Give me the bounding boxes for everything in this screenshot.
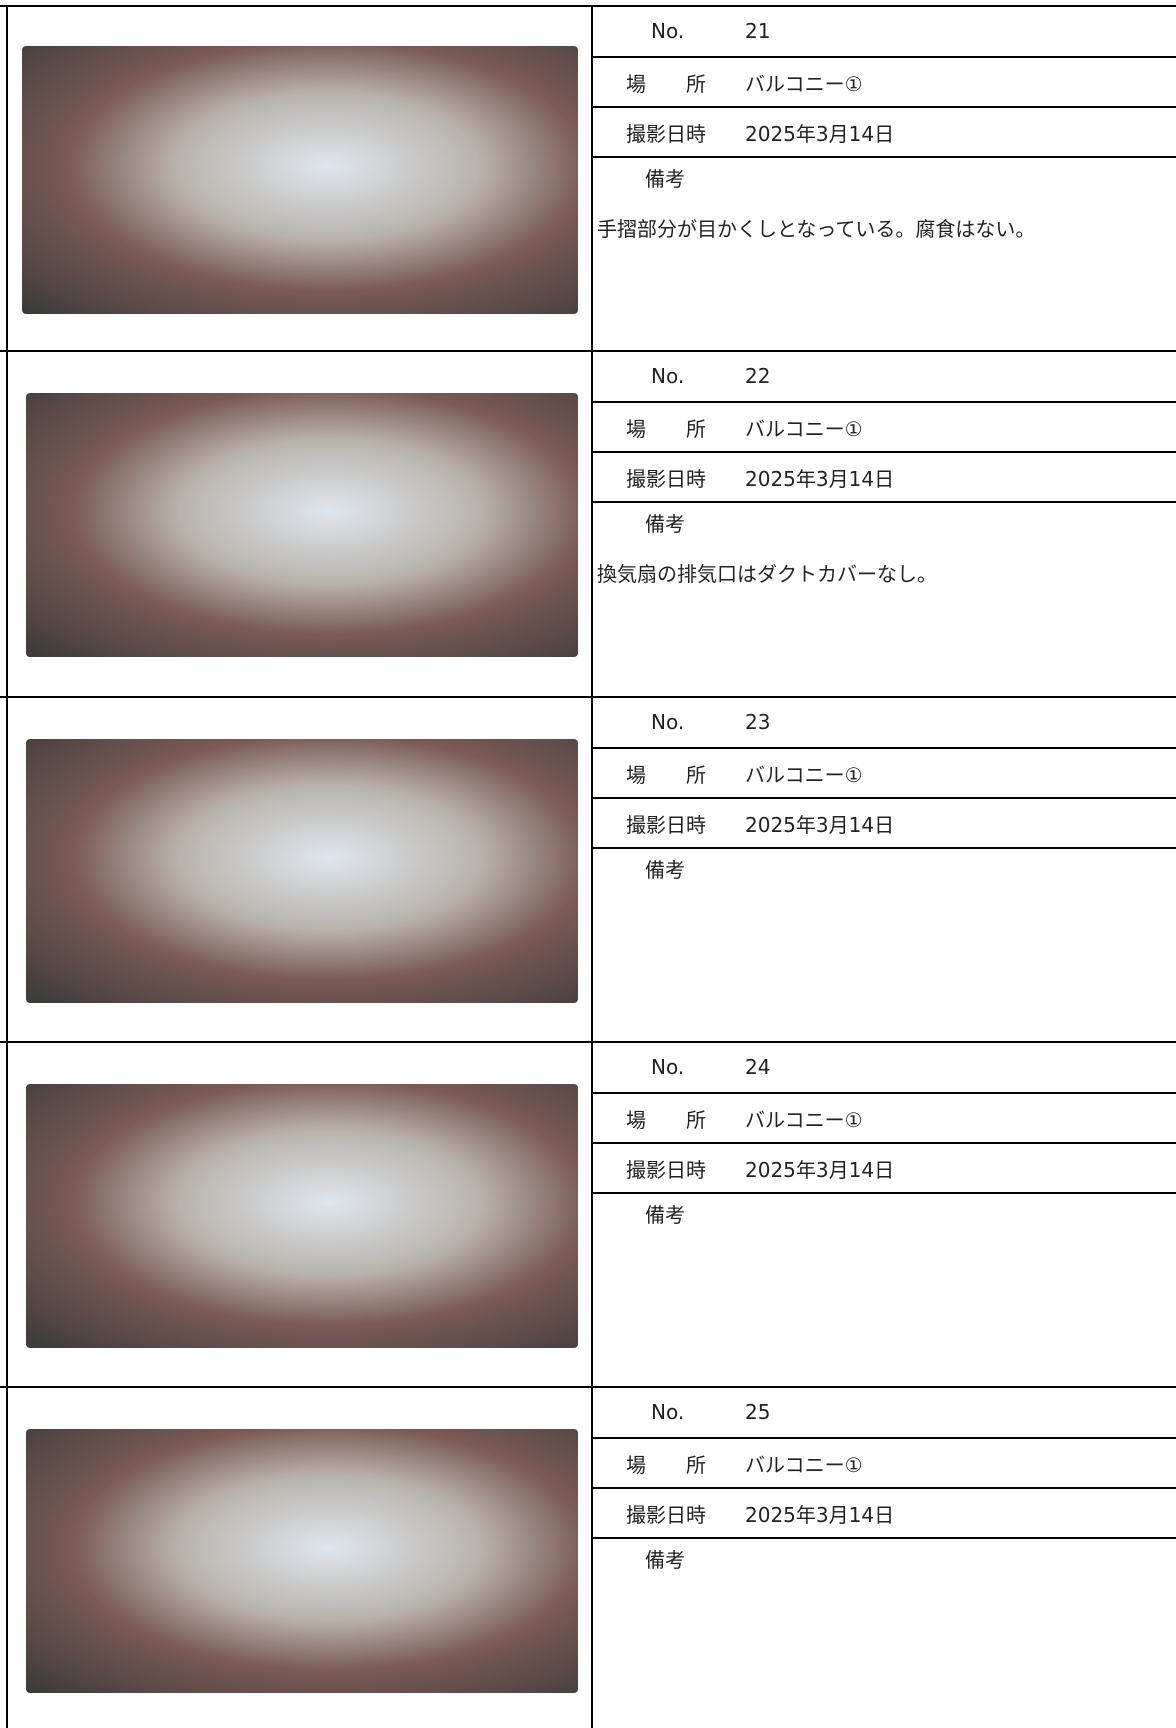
label-remarks: 備考 (645, 512, 685, 536)
record-row: No. 22 場 所 バルコニー① 撮影日時 2025年3月14日備考換気扇の排気口はダク… (0, 350, 1176, 696)
label-location: 場 所 (626, 1108, 706, 1132)
value-no: 25 (745, 1400, 771, 1424)
label-location: 場 所 (626, 417, 706, 441)
value-location: バルコニー① (745, 417, 863, 441)
label-no: No. (651, 1055, 685, 1079)
divider (593, 1092, 1176, 1094)
record-row: No. 21 場 所 バルコニー① 撮影日時 2025年3月14日備考手摺部分が目かくしと… (0, 5, 1176, 350)
remarks-text: 手摺部分が目かくしとなっている。腐食はない。 (597, 217, 1036, 241)
divider (593, 451, 1176, 453)
value-no: 23 (745, 710, 771, 734)
divider (593, 1437, 1176, 1439)
photo-cell (6, 698, 593, 1041)
record-row: No. 23 場 所 バルコニー① 撮影日時 2025年3月14日備考 (0, 696, 1176, 1041)
label-date: 撮影日時 (626, 122, 706, 146)
photo (26, 1429, 578, 1693)
divider (593, 56, 1176, 58)
divider (593, 401, 1176, 403)
info-cell: No. 25 場 所 バルコニー① 撮影日時 2025年3月14日備考 (593, 1388, 1176, 1728)
photo-cell (6, 352, 593, 696)
label-no: No. (651, 364, 685, 388)
divider (593, 1142, 1176, 1144)
record-row: No. 24 場 所 バルコニー① 撮影日時 2025年3月14日備考 (0, 1041, 1176, 1386)
value-location: バルコニー① (745, 1453, 863, 1477)
remarks-text: 換気扇の排気口はダクトカバーなし。 (597, 562, 937, 586)
divider (593, 747, 1176, 749)
divider (593, 1192, 1176, 1194)
value-date: 2025年3月14日 (745, 813, 895, 837)
label-date: 撮影日時 (626, 813, 706, 837)
label-date: 撮影日時 (626, 1158, 706, 1182)
photo (26, 739, 578, 1003)
label-no: No. (651, 710, 685, 734)
photo (26, 1084, 578, 1348)
divider (593, 1537, 1176, 1539)
value-location: バルコニー① (745, 1108, 863, 1132)
label-location: 場 所 (626, 1453, 706, 1477)
value-date: 2025年3月14日 (745, 1158, 895, 1182)
label-date: 撮影日時 (626, 467, 706, 491)
label-no: No. (651, 1400, 685, 1424)
value-date: 2025年3月14日 (745, 1503, 895, 1527)
photo-cell (6, 1388, 593, 1728)
label-location: 場 所 (626, 72, 706, 96)
label-remarks: 備考 (645, 858, 685, 882)
photo (22, 46, 578, 314)
label-remarks: 備考 (645, 1203, 685, 1227)
value-location: バルコニー① (745, 763, 863, 787)
divider (593, 106, 1176, 108)
value-date: 2025年3月14日 (745, 122, 895, 146)
divider (593, 797, 1176, 799)
divider (593, 1487, 1176, 1489)
value-no: 24 (745, 1055, 771, 1079)
record-row: No. 25 場 所 バルコニー① 撮影日時 2025年3月14日備考 (0, 1386, 1176, 1728)
divider (593, 501, 1176, 503)
divider (593, 156, 1176, 158)
label-remarks: 備考 (645, 1548, 685, 1572)
info-cell: No. 21 場 所 バルコニー① 撮影日時 2025年3月14日備考手摺部分が目かくしと… (593, 7, 1176, 350)
value-no: 22 (745, 364, 771, 388)
info-cell: No. 22 場 所 バルコニー① 撮影日時 2025年3月14日備考換気扇の排気口はダク… (593, 352, 1176, 696)
value-date: 2025年3月14日 (745, 467, 895, 491)
photo (26, 393, 578, 657)
photo-cell (6, 7, 593, 350)
photo-cell (6, 1043, 593, 1386)
info-cell: No. 23 場 所 バルコニー① 撮影日時 2025年3月14日備考 (593, 698, 1176, 1041)
label-no: No. (651, 19, 685, 43)
value-location: バルコニー① (745, 72, 863, 96)
label-date: 撮影日時 (626, 1503, 706, 1527)
label-location: 場 所 (626, 763, 706, 787)
label-remarks: 備考 (645, 167, 685, 191)
info-cell: No. 24 場 所 バルコニー① 撮影日時 2025年3月14日備考 (593, 1043, 1176, 1386)
divider (593, 847, 1176, 849)
value-no: 21 (745, 19, 771, 43)
